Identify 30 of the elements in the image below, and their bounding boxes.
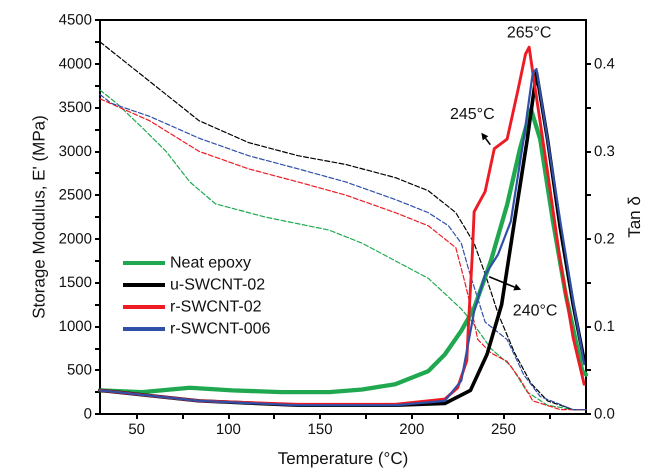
legend-label: u-SWCNT-02 bbox=[170, 276, 266, 294]
x-tick-label: 150 bbox=[308, 421, 333, 438]
y-tick-label: 2000 bbox=[58, 230, 92, 248]
y-axis-title: Storage Modulus, E' (MPa) bbox=[30, 115, 49, 319]
y2-axis-title: Tan δ bbox=[625, 196, 644, 238]
y2-tick-label: 0.0 bbox=[594, 406, 615, 422]
y-tick-label: 1500 bbox=[58, 274, 92, 292]
y2-tick-label: 0.1 bbox=[594, 318, 615, 335]
x-tick-label: 250 bbox=[490, 421, 516, 438]
y2-tick-label: 0.2 bbox=[594, 230, 615, 248]
annotation: 265°C bbox=[506, 24, 552, 42]
x-tick-label: 50 bbox=[128, 421, 146, 438]
annotation: 245°C bbox=[450, 106, 495, 124]
y-tick-label: 3000 bbox=[58, 142, 92, 160]
y-tick-label: 2500 bbox=[58, 186, 92, 204]
y-tick-label: 4500 bbox=[58, 12, 92, 28]
y2-tick-label: 0.3 bbox=[594, 142, 615, 160]
y-tick-label: 1000 bbox=[58, 318, 92, 335]
legend-label: r-SWCNT-006 bbox=[170, 320, 271, 338]
x-tick-label: 200 bbox=[399, 421, 424, 438]
legend-label: Neat epoxy bbox=[170, 254, 251, 272]
y-tick-label: 0 bbox=[84, 406, 92, 422]
annotation: 240°C bbox=[512, 302, 558, 320]
y2-tick-label: 0.4 bbox=[594, 55, 615, 72]
x-axis-title: Temperature (°C) bbox=[278, 449, 408, 468]
x-tick-label: 100 bbox=[216, 421, 241, 438]
y-tick-label: 3500 bbox=[58, 99, 92, 116]
legend-label: r-SWCNT-02 bbox=[170, 298, 262, 316]
y-tick-label: 4000 bbox=[58, 55, 92, 72]
y-tick-label: 500 bbox=[66, 362, 92, 379]
